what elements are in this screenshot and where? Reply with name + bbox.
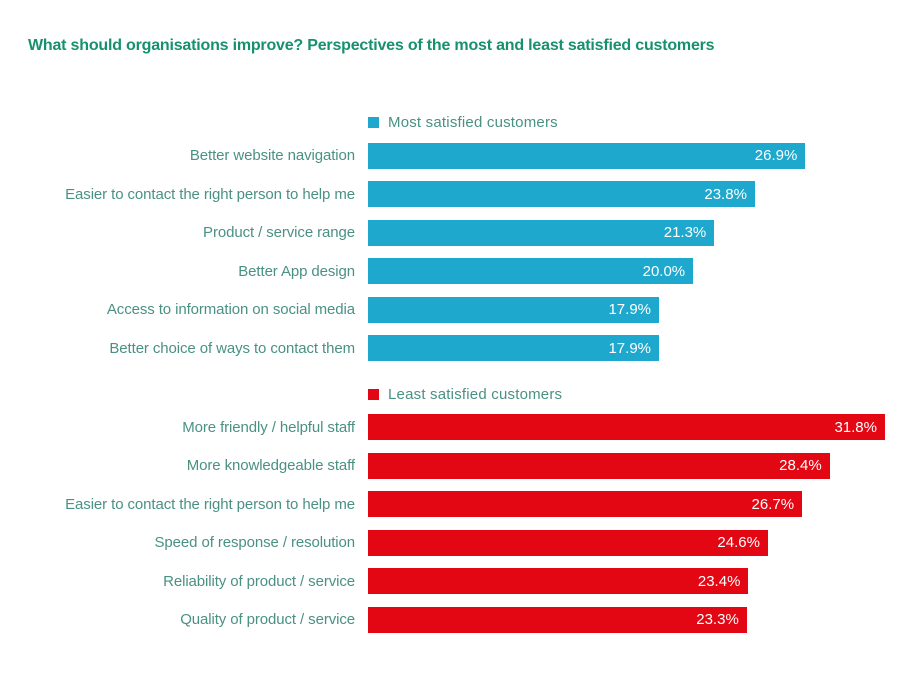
bar-row: More friendly / helpful staff 31.8%	[0, 414, 897, 441]
bar: 26.9%	[368, 142, 806, 169]
bar-row: Easier to contact the right person to he…	[0, 491, 897, 518]
bar-value-label: 17.9%	[608, 339, 652, 357]
bar-track: 21.3%	[368, 219, 885, 246]
bar-row: Speed of response / resolution 24.6%	[0, 529, 897, 556]
bar: 17.9%	[368, 335, 660, 362]
bar-track: 31.8%	[368, 414, 885, 441]
legend-swatch-icon	[368, 117, 379, 129]
bar-value-label: 26.9%	[754, 147, 798, 165]
legend-label: Most satisfied customers	[388, 114, 558, 132]
bar-track: 23.8%	[368, 181, 885, 208]
bar-row: Product / service range 21.3%	[0, 219, 897, 246]
bar-category-label: Reliability of product / service	[163, 572, 355, 590]
legend: Least satisfied customers	[368, 385, 897, 403]
chart-title: What should organisations improve? Persp…	[28, 37, 715, 54]
bar-track: 26.9%	[368, 142, 885, 169]
bar-value-label: 26.7%	[751, 495, 795, 513]
bar-value-label: 24.6%	[717, 534, 760, 552]
bar-value-label: 31.8%	[834, 418, 877, 436]
bar-category-label: Better choice of ways to contact them	[109, 339, 355, 357]
bar-row: Reliability of product / service 23.4%	[0, 568, 897, 595]
bar: 17.9%	[368, 296, 660, 323]
bar: 23.8%	[368, 181, 755, 208]
bar: 28.4%	[368, 452, 830, 479]
legend: Most satisfied customers	[368, 114, 897, 132]
bar-track: 24.6%	[368, 529, 885, 556]
bar-value-label: 23.4%	[697, 572, 741, 590]
bar-category-label: More knowledgeable staff	[186, 457, 355, 475]
bar-value-label: 17.9%	[608, 301, 652, 319]
bar-track: 23.3%	[368, 606, 885, 633]
bar-track: 17.9%	[368, 335, 885, 362]
bar: 31.8%	[368, 414, 885, 441]
bar-row: Easier to contact the right person to he…	[0, 181, 897, 208]
bar-category-label: Access to information on social media	[106, 301, 355, 319]
bar-row: Better App design 20.0%	[0, 258, 897, 285]
bar-category-label: More friendly / helpful staff	[182, 418, 355, 436]
bar: 21.3%	[368, 219, 715, 246]
bar-category-label: Product / service range	[203, 224, 355, 242]
bar-category-label: Speed of response / resolution	[154, 534, 356, 552]
bar-row: Quality of product / service 23.3%	[0, 606, 897, 633]
bar-value-label: 21.3%	[663, 224, 707, 242]
bar-track: 26.7%	[368, 491, 885, 518]
bar-row: More knowledgeable staff 28.4%	[0, 452, 897, 479]
bar-chart: Most satisfied customers Better website n…	[0, 114, 897, 633]
legend-label: Least satisfied customers	[388, 385, 563, 403]
bar: 20.0%	[368, 258, 694, 285]
bar: 24.6%	[368, 529, 768, 556]
bar-category-label: Better website navigation	[189, 147, 355, 165]
bar: 23.4%	[368, 568, 749, 595]
chart-section-0: Most satisfied customers Better website n…	[0, 114, 897, 362]
bar-track: 20.0%	[368, 258, 885, 285]
bar-category-label: Better App design	[238, 262, 355, 280]
bar-row: Better choice of ways to contact them 17.…	[0, 335, 897, 362]
bar: 26.7%	[368, 491, 803, 518]
bar-category-label: Quality of product / service	[180, 611, 355, 629]
bar-track: 23.4%	[368, 568, 885, 595]
bar-value-label: 23.3%	[696, 611, 739, 629]
chart-section-1: Least satisfied customers More friendly /…	[0, 386, 897, 633]
bar-row: Better website navigation 26.9%	[0, 142, 897, 169]
bar-value-label: 23.8%	[704, 185, 747, 203]
bar-value-label: 20.0%	[642, 262, 686, 280]
bar-track: 17.9%	[368, 296, 885, 323]
bar-row: Access to information on social media 17.…	[0, 296, 897, 323]
bar: 23.3%	[368, 606, 747, 633]
bar-category-label: Easier to contact the right person to he…	[65, 185, 355, 203]
legend-swatch-icon	[368, 388, 379, 400]
bar-value-label: 28.4%	[779, 457, 822, 475]
bar-category-label: Easier to contact the right person to he…	[65, 495, 355, 513]
bar-track: 28.4%	[368, 452, 885, 479]
